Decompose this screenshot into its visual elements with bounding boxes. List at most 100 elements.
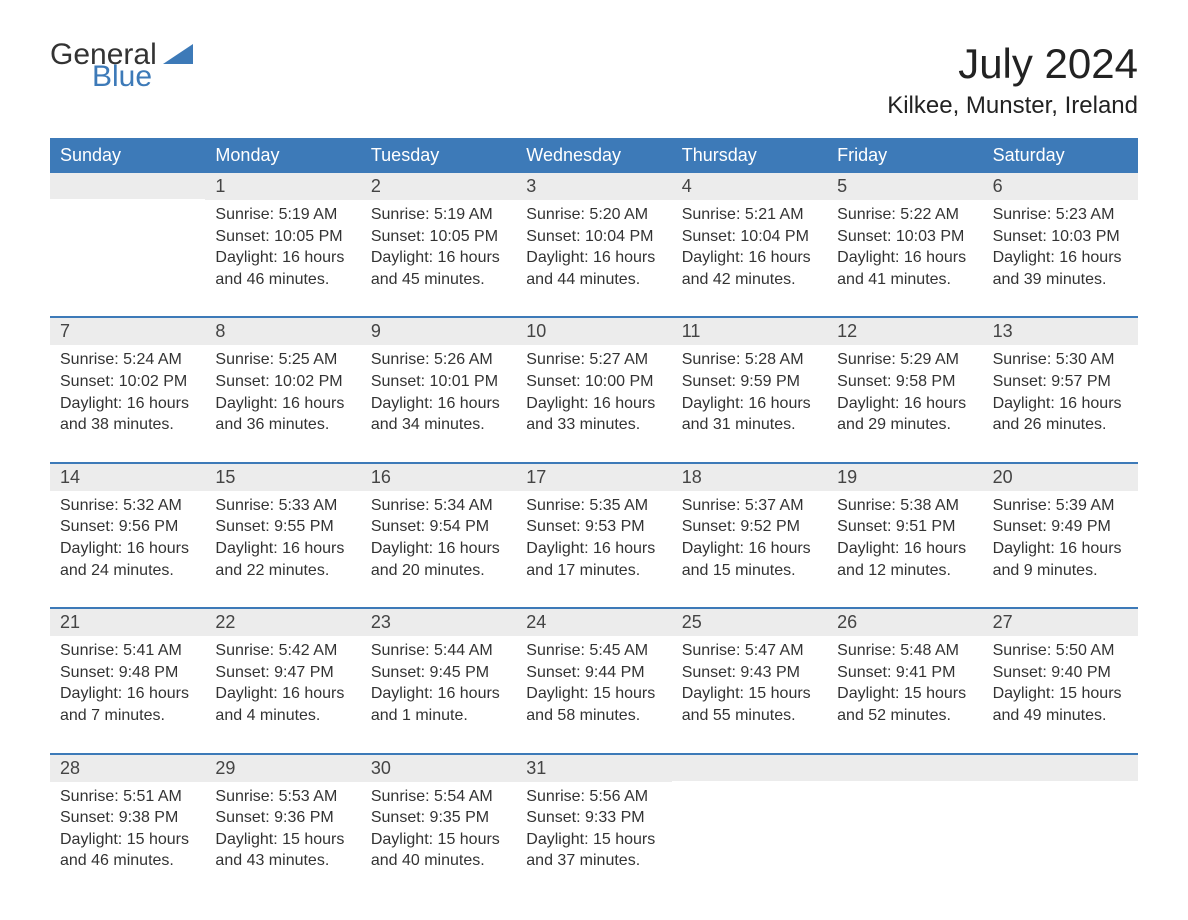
day-sunrise: Sunrise: 5:29 AM — [837, 349, 972, 371]
day-sunrise: Sunrise: 5:54 AM — [371, 786, 506, 808]
day-number: 26 — [837, 612, 857, 632]
day-number-row: 12 — [827, 318, 982, 345]
day-day2: and 39 minutes. — [993, 269, 1128, 291]
day-sunset: Sunset: 9:55 PM — [215, 516, 350, 538]
day-number-row: 2 — [361, 173, 516, 200]
day-sunrise: Sunrise: 5:33 AM — [215, 495, 350, 517]
weekday-header-row: Sunday Monday Tuesday Wednesday Thursday… — [50, 138, 1138, 173]
day-sunrise: Sunrise: 5:53 AM — [215, 786, 350, 808]
day-sunrise: Sunrise: 5:56 AM — [526, 786, 661, 808]
day-sunrise: Sunrise: 5:44 AM — [371, 640, 506, 662]
day-number: 18 — [682, 467, 702, 487]
day-day1: Daylight: 16 hours — [526, 247, 661, 269]
day-day2: and 7 minutes. — [60, 705, 195, 727]
day-day2: and 36 minutes. — [215, 414, 350, 436]
day-sunrise: Sunrise: 5:26 AM — [371, 349, 506, 371]
day-cell: 2Sunrise: 5:19 AMSunset: 10:05 PMDayligh… — [361, 173, 516, 298]
day-day1: Daylight: 16 hours — [837, 538, 972, 560]
day-cell — [827, 755, 982, 880]
day-cell: 17Sunrise: 5:35 AMSunset: 9:53 PMDayligh… — [516, 464, 671, 589]
day-cell: 3Sunrise: 5:20 AMSunset: 10:04 PMDayligh… — [516, 173, 671, 298]
day-day2: and 49 minutes. — [993, 705, 1128, 727]
day-number-row: 29 — [205, 755, 360, 782]
day-number: 9 — [371, 321, 381, 341]
day-sunset: Sunset: 9:38 PM — [60, 807, 195, 829]
day-sunrise: Sunrise: 5:27 AM — [526, 349, 661, 371]
day-day2: and 4 minutes. — [215, 705, 350, 727]
title-block: July 2024 Kilkee, Munster, Ireland — [887, 40, 1138, 120]
day-sunset: Sunset: 9:59 PM — [682, 371, 817, 393]
day-day1: Daylight: 16 hours — [215, 393, 350, 415]
day-number-row: 10 — [516, 318, 671, 345]
day-number-row: 15 — [205, 464, 360, 491]
day-day2: and 29 minutes. — [837, 414, 972, 436]
day-sunset: Sunset: 10:02 PM — [60, 371, 195, 393]
day-sunset: Sunset: 9:45 PM — [371, 662, 506, 684]
day-day1: Daylight: 16 hours — [682, 538, 817, 560]
day-number-row: 5 — [827, 173, 982, 200]
day-cell — [983, 755, 1138, 880]
day-sunset: Sunset: 10:00 PM — [526, 371, 661, 393]
day-day1: Daylight: 15 hours — [526, 683, 661, 705]
day-number: 27 — [993, 612, 1013, 632]
day-day2: and 58 minutes. — [526, 705, 661, 727]
day-number-row: 4 — [672, 173, 827, 200]
day-day1: Daylight: 16 hours — [682, 393, 817, 415]
day-day1: Daylight: 16 hours — [60, 393, 195, 415]
weekday-header: Sunday — [50, 138, 205, 173]
month-title: July 2024 — [887, 40, 1138, 88]
weekday-header: Wednesday — [516, 138, 671, 173]
calendar: Sunday Monday Tuesday Wednesday Thursday… — [50, 138, 1138, 880]
day-day1: Daylight: 16 hours — [371, 538, 506, 560]
day-sunrise: Sunrise: 5:37 AM — [682, 495, 817, 517]
day-sunset: Sunset: 9:53 PM — [526, 516, 661, 538]
day-sunset: Sunset: 9:56 PM — [60, 516, 195, 538]
day-sunset: Sunset: 9:58 PM — [837, 371, 972, 393]
day-number-row: 8 — [205, 318, 360, 345]
day-sunrise: Sunrise: 5:51 AM — [60, 786, 195, 808]
day-cell: 6Sunrise: 5:23 AMSunset: 10:03 PMDayligh… — [983, 173, 1138, 298]
day-cell: 11Sunrise: 5:28 AMSunset: 9:59 PMDayligh… — [672, 318, 827, 443]
day-number-row: 17 — [516, 464, 671, 491]
day-cell: 12 Sunrise: 5:29 AMSunset: 9:58 PMDayligh… — [827, 318, 982, 443]
day-sunset: Sunset: 9:54 PM — [371, 516, 506, 538]
day-sunset: Sunset: 9:48 PM — [60, 662, 195, 684]
day-number: 10 — [526, 321, 546, 341]
day-day1: Daylight: 15 hours — [993, 683, 1128, 705]
day-sunrise: Sunrise: 5:19 AM — [215, 204, 350, 226]
day-number-row: 30 — [361, 755, 516, 782]
day-number-row: 3 — [516, 173, 671, 200]
day-sunset: Sunset: 10:05 PM — [371, 226, 506, 248]
day-cell: 22Sunrise: 5:42 AMSunset: 9:47 PMDayligh… — [205, 609, 360, 734]
day-day1: Daylight: 15 hours — [837, 683, 972, 705]
day-cell: 25Sunrise: 5:47 AMSunset: 9:43 PMDayligh… — [672, 609, 827, 734]
day-day1: Daylight: 16 hours — [371, 393, 506, 415]
day-number: 29 — [215, 758, 235, 778]
day-number-row: 20 — [983, 464, 1138, 491]
day-day2: and 31 minutes. — [682, 414, 817, 436]
day-day2: and 38 minutes. — [60, 414, 195, 436]
day-number-row: 31 — [516, 755, 671, 782]
day-day2: and 45 minutes. — [371, 269, 506, 291]
day-cell: 15Sunrise: 5:33 AMSunset: 9:55 PMDayligh… — [205, 464, 360, 589]
day-number-row: 27 — [983, 609, 1138, 636]
weekday-header: Tuesday — [361, 138, 516, 173]
day-cell: 13Sunrise: 5:30 AMSunset: 9:57 PMDayligh… — [983, 318, 1138, 443]
day-number-row: 22 — [205, 609, 360, 636]
day-number-row: 13 — [983, 318, 1138, 345]
day-day1: Daylight: 16 hours — [371, 247, 506, 269]
day-number-row-empty — [672, 755, 827, 781]
day-cell: 23Sunrise: 5:44 AMSunset: 9:45 PMDayligh… — [361, 609, 516, 734]
day-day1: Daylight: 16 hours — [837, 393, 972, 415]
day-number: 19 — [837, 467, 857, 487]
day-cell: 7Sunrise: 5:24 AMSunset: 10:02 PMDayligh… — [50, 318, 205, 443]
day-sunrise: Sunrise: 5:25 AM — [215, 349, 350, 371]
day-cell — [50, 173, 205, 298]
day-sunset: Sunset: 9:44 PM — [526, 662, 661, 684]
day-cell: 30Sunrise: 5:54 AMSunset: 9:35 PMDayligh… — [361, 755, 516, 880]
day-sunrise: Sunrise: 5:39 AM — [993, 495, 1128, 517]
day-sunrise: Sunrise: 5:23 AM — [993, 204, 1128, 226]
day-day2: and 40 minutes. — [371, 850, 506, 872]
day-number: 16 — [371, 467, 391, 487]
day-sunset: Sunset: 10:03 PM — [993, 226, 1128, 248]
